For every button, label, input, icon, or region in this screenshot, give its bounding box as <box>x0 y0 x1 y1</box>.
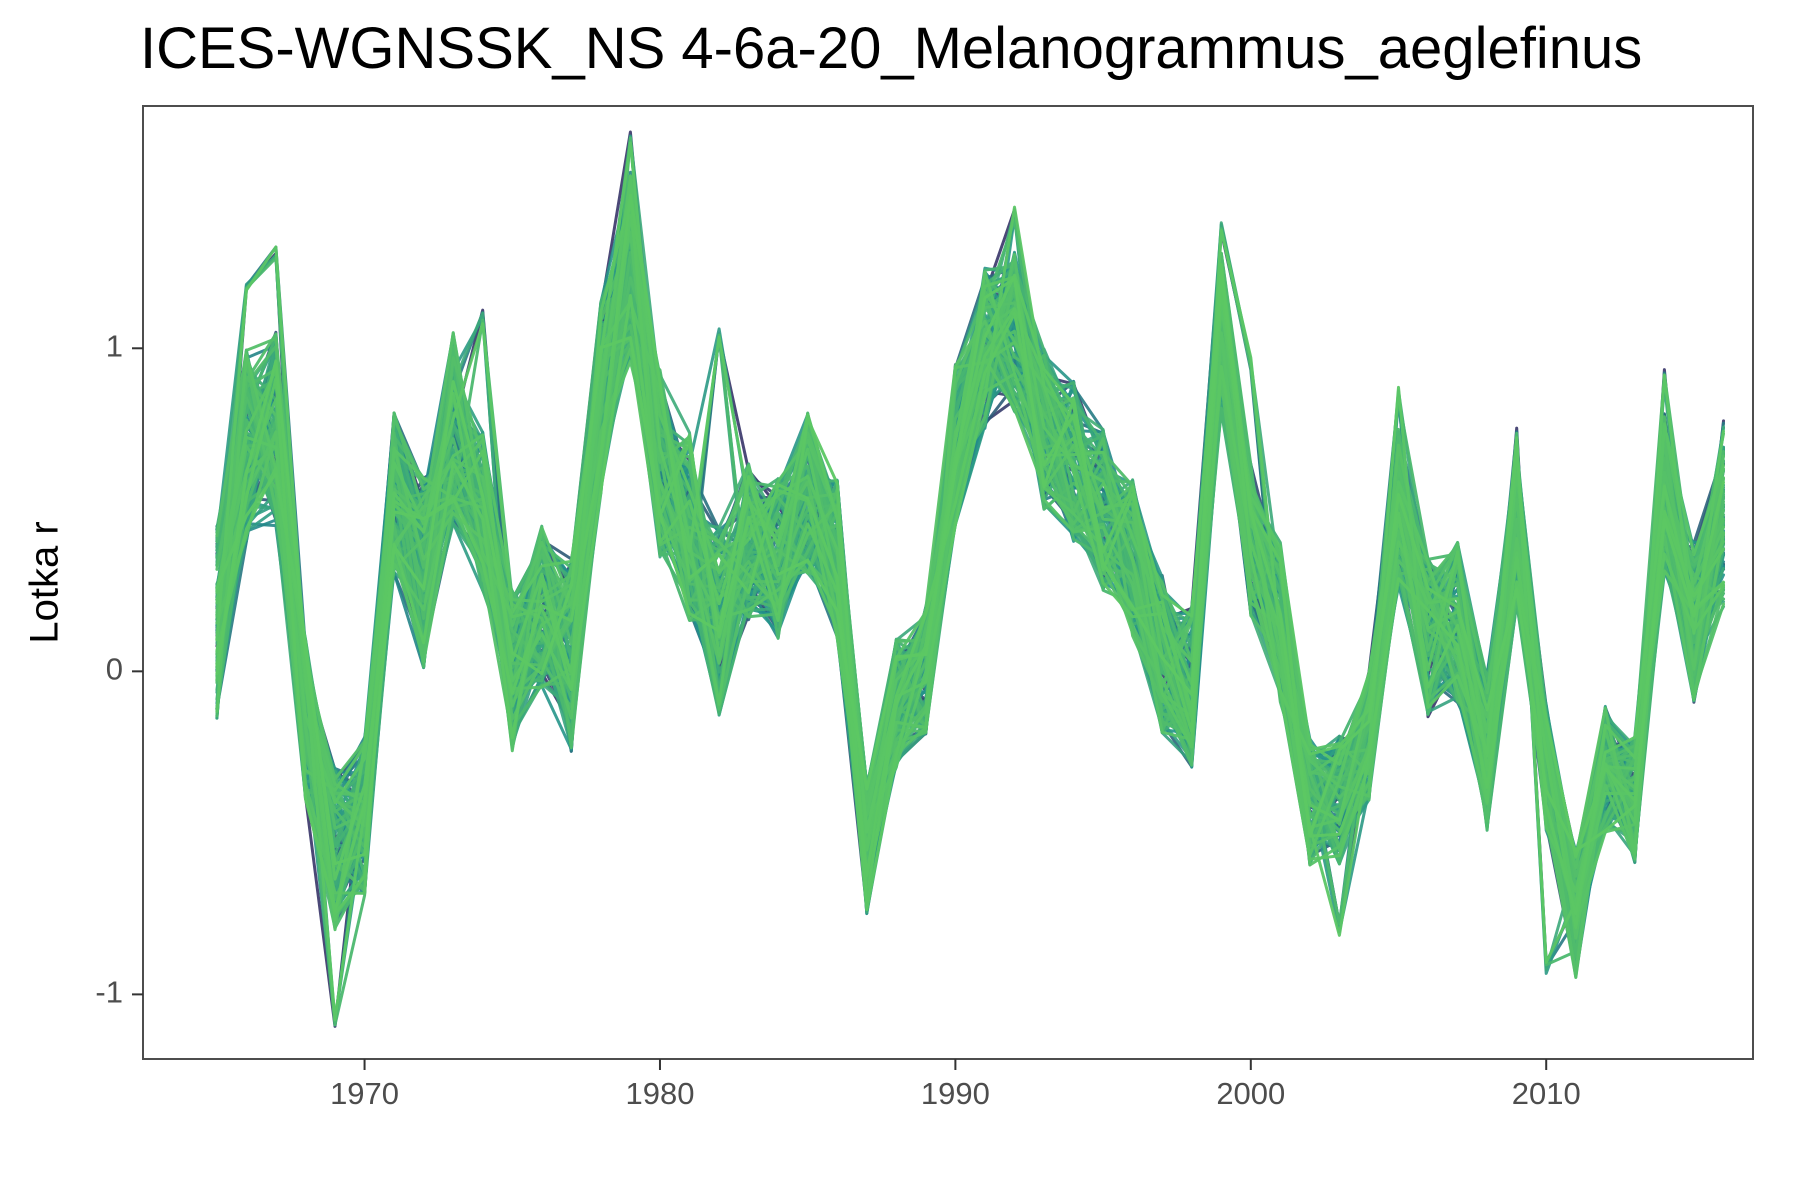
y-tick-label: -1 <box>95 975 123 1010</box>
series-lines <box>215 130 1725 1028</box>
x-tick-label: 2010 <box>1512 1076 1581 1111</box>
series-line <box>215 263 1725 916</box>
x-axis: 1970 1980 1990 2000 2010 <box>330 1059 1581 1111</box>
x-tick-label: 1990 <box>921 1076 990 1111</box>
y-axis-title: Lotka r <box>23 521 67 643</box>
y-tick-label: 0 <box>106 652 123 687</box>
series-line <box>215 269 1725 866</box>
chart-title: ICES-WGNSSK_NS 4-6a-20_Melanogrammus_aeg… <box>140 16 1642 81</box>
x-tick-label: 1970 <box>330 1076 399 1111</box>
y-axis: -1 0 1 <box>95 328 143 1010</box>
y-tick-label: 1 <box>106 328 123 363</box>
series-line <box>215 193 1725 913</box>
series-line <box>215 213 1725 922</box>
x-tick-label: 2000 <box>1216 1076 1285 1111</box>
x-tick-label: 1980 <box>625 1076 694 1111</box>
